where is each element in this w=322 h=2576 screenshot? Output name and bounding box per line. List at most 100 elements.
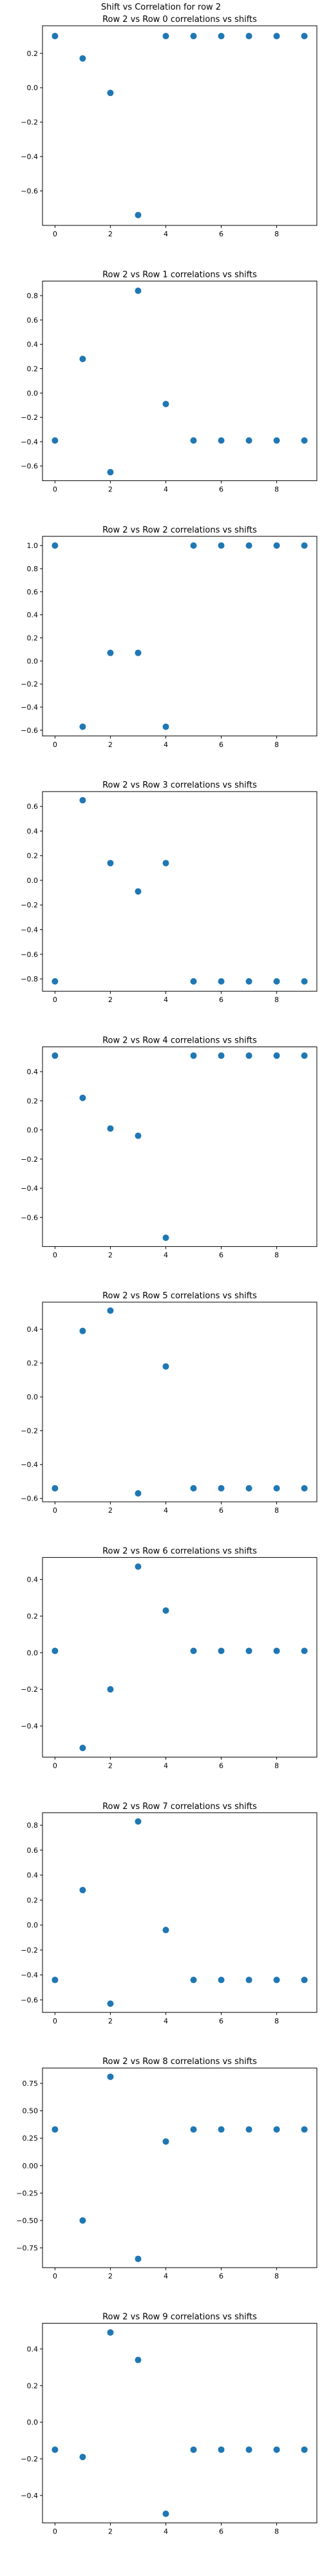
subplot-0: Row 2 vs Row 0 correlations vs shifts 0 2 4… (21, 15, 317, 238)
subplot-title: Row 2 vs Row 5 correlations vs shifts (102, 1291, 257, 1301)
y-tick-label: −0.50 (16, 2217, 38, 2225)
y-tick-label: −0.25 (16, 2189, 38, 2197)
y-tick-label: 0.4 (27, 611, 39, 620)
subplot-title: Row 2 vs Row 3 correlations vs shifts (102, 781, 257, 790)
y-tick-label: 0.2 (27, 1612, 39, 1620)
x-tick-label: 2 (108, 2272, 113, 2280)
y-tick-label: −0.2 (21, 680, 38, 688)
data-point (245, 1484, 252, 1492)
data-point (245, 1052, 252, 1059)
subplot-1: Row 2 vs Row 1 correlations vs shifts 0 2 4… (21, 270, 317, 493)
x-tick-label: 4 (164, 1251, 168, 1260)
data-point (218, 2126, 225, 2133)
y-tick-label: 0.4 (27, 1871, 39, 1880)
data-point (52, 33, 59, 40)
data-point (218, 437, 225, 444)
y-tick-label: 0.6 (27, 316, 39, 325)
data-point (162, 2510, 169, 2517)
data-point (273, 1976, 280, 1984)
data-point (245, 978, 252, 985)
data-point (135, 211, 142, 218)
data-point (245, 542, 252, 549)
data-point (301, 1484, 308, 1492)
y-tick-label: 0.2 (27, 2382, 39, 2390)
data-point (79, 723, 86, 730)
data-point (301, 542, 308, 549)
axes-frame (42, 2067, 317, 2268)
y-tick-label: −0.2 (21, 1155, 38, 1164)
y-tick-label: 0.0 (27, 1393, 39, 1401)
y-tick-label: 0.00 (23, 2162, 39, 2170)
figure-suptitle: Shift vs Correlation for row 2 (101, 3, 221, 12)
y-tick-label: 1.0 (27, 542, 39, 550)
y-tick-label: 0.0 (27, 84, 39, 92)
y-tick-label: 0.2 (27, 1896, 39, 1904)
y-tick-label: 0.25 (23, 2134, 39, 2143)
data-point (301, 978, 308, 985)
y-tick-label: 0.2 (27, 365, 39, 373)
subplot-5: Row 2 vs Row 5 correlations vs shifts 0 2 4… (21, 1291, 317, 1515)
y-tick-label: −0.4 (21, 926, 38, 934)
data-point (107, 2073, 114, 2080)
x-tick-label: 8 (274, 485, 279, 493)
data-point (273, 1484, 280, 1492)
subplot-title: Row 2 vs Row 1 correlations vs shifts (102, 270, 257, 279)
subplot-8: Row 2 vs Row 8 correlations vs shifts 0 2 4… (16, 2057, 317, 2280)
data-point (190, 978, 197, 985)
y-tick-label: −0.4 (21, 438, 38, 446)
y-tick-label: −0.2 (21, 1685, 38, 1694)
data-point (107, 1125, 114, 1132)
axes-frame (42, 536, 317, 737)
y-tick-label: 0.2 (27, 1097, 39, 1105)
data-point (245, 2126, 252, 2133)
x-tick-label: 6 (219, 741, 223, 749)
x-tick-label: 0 (53, 230, 57, 238)
data-point (218, 978, 225, 985)
data-point (107, 649, 114, 656)
y-tick-label: −0.2 (21, 118, 38, 127)
data-point (245, 1647, 252, 1654)
data-point (52, 2126, 59, 2133)
x-tick-label: 6 (219, 2017, 223, 2025)
x-tick-label: 4 (164, 1761, 168, 1770)
data-point (135, 1818, 142, 1825)
subplot-title: Row 2 vs Row 8 correlations vs shifts (102, 2057, 257, 2067)
data-point (107, 90, 114, 97)
x-tick-label: 4 (164, 1506, 168, 1515)
data-point (107, 860, 114, 867)
x-tick-label: 4 (164, 230, 168, 238)
y-tick-label: 0.6 (27, 802, 39, 811)
data-point (190, 2126, 197, 2133)
x-tick-label: 2 (108, 741, 113, 749)
y-tick-label: −0.6 (21, 1213, 38, 1222)
y-tick-label: −0.4 (21, 153, 38, 161)
subplot-title: Row 2 vs Row 7 correlations vs shifts (102, 1802, 257, 1812)
y-tick-label: −0.4 (21, 1971, 38, 1980)
data-point (135, 1132, 142, 1139)
data-point (79, 1094, 86, 1101)
data-point (107, 1307, 114, 1314)
data-point (79, 355, 86, 363)
data-point (301, 1647, 308, 1654)
y-tick-label: 0.2 (27, 852, 39, 860)
x-tick-label: 4 (164, 2017, 168, 2025)
data-point (79, 1745, 86, 1752)
data-point (52, 437, 59, 444)
subplot-title: Row 2 vs Row 6 correlations vs shifts (102, 1546, 257, 1556)
data-point (135, 1563, 142, 1570)
data-point (301, 1052, 308, 1059)
x-tick-label: 8 (274, 1761, 279, 1770)
x-tick-label: 4 (164, 2272, 168, 2280)
data-point (273, 437, 280, 444)
data-point (52, 1052, 59, 1059)
data-point (135, 649, 142, 656)
data-point (190, 1976, 197, 1984)
y-tick-label: 0.8 (27, 292, 39, 300)
data-point (245, 437, 252, 444)
subplot-title: Row 2 vs Row 4 correlations vs shifts (102, 1036, 257, 1046)
data-point (190, 1647, 197, 1654)
y-tick-label: 0.6 (27, 1846, 39, 1855)
data-point (52, 1976, 59, 1984)
y-tick-label: −0.6 (21, 462, 38, 471)
x-tick-label: 8 (274, 1506, 279, 1515)
